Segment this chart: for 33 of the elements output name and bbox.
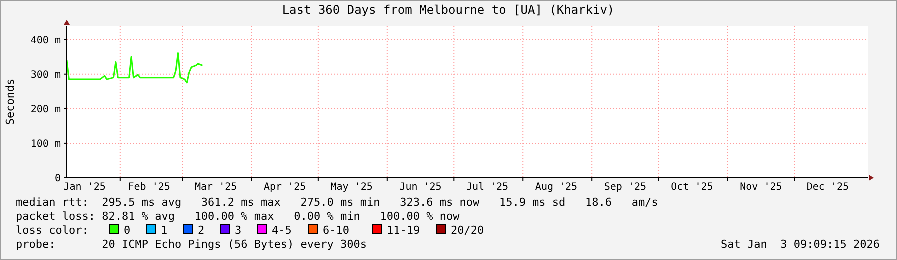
text: 6-10 bbox=[323, 224, 350, 237]
x-tick-label: Jun '25 bbox=[400, 182, 442, 193]
text: Sat Jan 3 09:09:15 2026 bbox=[721, 238, 880, 251]
text: 20/20 bbox=[451, 224, 484, 237]
text: loss color: bbox=[16, 224, 89, 237]
x-tick-label: Aug '25 bbox=[535, 182, 578, 193]
text: 4-5 bbox=[272, 224, 292, 237]
y-tick-label: 200 m bbox=[30, 104, 61, 116]
x-tick-label: Dec '25 bbox=[806, 182, 850, 193]
text: 1 bbox=[161, 224, 168, 237]
x-tick-label: Oct '25 bbox=[671, 182, 714, 193]
y-tick-label: 300 m bbox=[30, 70, 61, 81]
y-tick-label: 400 m bbox=[30, 35, 61, 46]
x-tick-label: Jul '25 bbox=[466, 182, 509, 193]
text: 3 bbox=[235, 224, 242, 237]
x-tick-label: Nov '25 bbox=[740, 182, 782, 193]
text: median rtt: 295.5 ms avg 361.2 ms max 275.0 ms min 323.6 ms now 15.9 ms sd 18.6 am/s bbox=[16, 196, 658, 209]
y-axis-title: Seconds bbox=[4, 78, 17, 126]
x-tick-label: Feb '25 bbox=[128, 182, 170, 193]
line-series bbox=[66, 52, 204, 84]
y-tick-label: 0 bbox=[54, 174, 61, 184]
text: 2 bbox=[198, 224, 205, 237]
x-tick-label: Jan '25 bbox=[64, 182, 106, 193]
text: 11-19 bbox=[387, 224, 420, 237]
text: probe: 20 ICMP Echo Pings (56 Bytes) every 300s bbox=[16, 238, 367, 251]
x-tick-label: Mar '25 bbox=[194, 182, 238, 193]
x-tick-label: May '25 bbox=[330, 182, 373, 193]
chart-title: Last 360 Days from Melbourne to [UA] (Kharkiv) bbox=[282, 3, 615, 17]
x-tick-label: Sep '25 bbox=[604, 182, 647, 193]
text: packet loss: 82.81 % avg 100.00 % max 0.00 % min 100.00 % now bbox=[16, 210, 460, 223]
text: 0 bbox=[124, 224, 131, 237]
x-tick-label: Apr '25 bbox=[264, 182, 306, 193]
y-tick-label: 100 m bbox=[30, 138, 61, 150]
